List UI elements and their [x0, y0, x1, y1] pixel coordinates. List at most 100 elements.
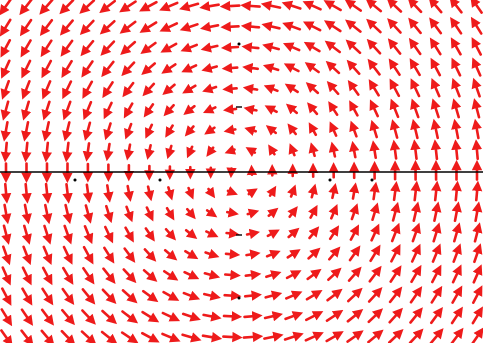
field-arrow	[365, 0, 383, 13]
field-arrow	[388, 58, 401, 76]
field-arrow	[200, 21, 220, 32]
field-arrow	[203, 290, 221, 301]
field-arrow	[451, 118, 462, 140]
field-arrow	[122, 268, 137, 284]
field-arrow	[428, 0, 443, 14]
field-arrow	[263, 84, 279, 95]
field-arrow	[389, 78, 401, 98]
field-arrow	[241, 42, 260, 53]
field-arrow	[123, 205, 134, 223]
field-arrow	[308, 122, 319, 137]
field-arrow	[62, 121, 73, 142]
field-arrow	[387, 328, 404, 343]
field-arrow	[472, 264, 483, 284]
field-arrow	[307, 183, 318, 199]
field-arrow	[82, 121, 93, 142]
field-arrow	[202, 83, 218, 94]
field-arrow	[121, 61, 136, 77]
field-arrow	[240, 0, 261, 12]
field-arrow	[42, 203, 53, 225]
field-arrow	[349, 100, 359, 117]
field-arrow	[41, 182, 53, 204]
field-arrow	[287, 206, 298, 218]
field-arrow	[0, 141, 12, 163]
field-arrow	[143, 103, 155, 118]
field-arrow	[451, 77, 461, 98]
field-arrow	[19, 0, 33, 16]
field-arrow	[201, 62, 218, 73]
field-arrow	[471, 118, 482, 140]
field-arrow	[261, 21, 281, 32]
field-arrow	[348, 245, 361, 262]
field-arrow	[124, 122, 134, 140]
field-arrow	[305, 290, 323, 301]
field-arrow	[471, 139, 483, 161]
field-arrow	[161, 332, 181, 343]
field-arrow	[344, 0, 363, 12]
field-arrow	[19, 18, 33, 37]
field-arrow	[245, 249, 261, 260]
field-arrow	[103, 142, 114, 162]
field-arrow	[161, 311, 181, 322]
field-arrow	[184, 228, 198, 240]
field-arrow	[410, 201, 421, 222]
field-arrow	[142, 82, 156, 97]
field-arrow	[184, 186, 195, 200]
field-arrow	[410, 264, 422, 284]
field-arrow	[41, 80, 52, 100]
axes-group	[0, 42, 483, 300]
field-arrow	[60, 39, 74, 57]
field-arrow	[386, 0, 403, 13]
field-arrow	[165, 124, 176, 138]
field-arrow	[61, 287, 75, 306]
field-arrow	[470, 0, 483, 14]
field-arrow	[328, 204, 339, 220]
field-arrow	[162, 290, 180, 301]
field-arrow	[99, 19, 116, 35]
field-arrow	[471, 180, 483, 202]
field-arrow	[346, 330, 364, 343]
field-arrow	[304, 311, 324, 322]
field-arrow	[0, 38, 12, 58]
field-arrow	[102, 267, 116, 284]
field-arrow	[220, 21, 240, 32]
field-arrow	[219, 0, 241, 12]
field-arrow	[242, 62, 260, 74]
field-arrow	[349, 120, 360, 138]
field-arrow	[123, 143, 135, 161]
field-arrow	[345, 19, 362, 33]
field-arrow	[429, 328, 444, 343]
field-arrow	[451, 98, 462, 119]
field-arrow	[41, 121, 52, 142]
field-arrow	[287, 227, 300, 239]
field-arrow	[206, 145, 217, 157]
field-arrow	[163, 269, 179, 281]
field-arrow	[430, 78, 441, 98]
field-arrow	[164, 228, 177, 241]
field-arrow	[103, 101, 113, 120]
field-arrow	[81, 60, 94, 78]
field-arrow	[409, 286, 423, 304]
field-arrow	[62, 141, 73, 163]
field-arrow	[140, 41, 157, 54]
field-arrow	[389, 119, 400, 139]
field-arrow	[430, 57, 442, 77]
field-arrow	[390, 201, 401, 222]
field-arrow	[60, 329, 76, 343]
field-arrow	[267, 207, 279, 219]
field-arrow	[260, 0, 282, 11]
field-arrow	[369, 140, 380, 159]
field-arrow	[450, 37, 462, 56]
field-arrow	[328, 182, 339, 200]
field-arrow	[141, 331, 160, 343]
field-arrow	[302, 21, 322, 32]
field-arrow	[226, 186, 238, 196]
field-arrow	[431, 201, 442, 222]
field-arrow	[389, 98, 400, 119]
field-arrow	[21, 287, 33, 306]
field-arrow	[240, 21, 261, 32]
field-arrow	[266, 229, 280, 239]
field-arrow	[410, 180, 421, 202]
field-arrow	[0, 59, 11, 79]
field-arrow	[265, 125, 278, 136]
